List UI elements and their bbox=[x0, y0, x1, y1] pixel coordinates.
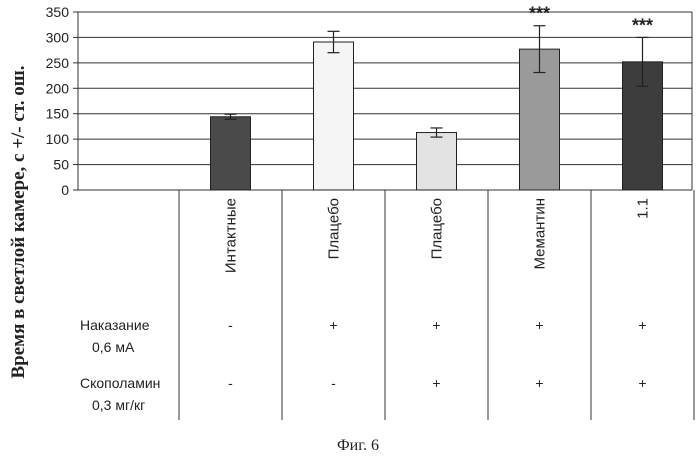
y-tick-label: 250 bbox=[46, 55, 70, 71]
y-tick-label: 50 bbox=[53, 157, 69, 173]
row-mark: + bbox=[535, 375, 543, 391]
y-axis-label: Время в светлой камере, с +/- ст. ош. bbox=[8, 65, 29, 378]
significance-label: *** bbox=[632, 15, 653, 35]
y-tick-label: 100 bbox=[46, 131, 70, 147]
row-label-unit: 0,6 мА bbox=[92, 339, 135, 355]
row-mark: - bbox=[331, 375, 336, 391]
bar bbox=[417, 133, 457, 190]
category-label: Мемантин bbox=[532, 198, 549, 269]
row-labels: Наказание 0,6 мА - + + + + Скополамин 0,3 мг/кг -… bbox=[80, 317, 647, 413]
figure-caption: Фиг. 6 bbox=[337, 437, 379, 454]
bar bbox=[314, 42, 354, 190]
y-tick-label: 350 bbox=[46, 4, 70, 20]
row-mark: - bbox=[228, 317, 233, 333]
category-label: Плацебо bbox=[429, 198, 446, 259]
row-mark: - bbox=[228, 375, 233, 391]
row-label: Наказание bbox=[80, 317, 150, 333]
error-bars bbox=[225, 26, 649, 137]
category-label: 1.1 bbox=[635, 198, 652, 219]
y-tick-label: 200 bbox=[46, 80, 70, 96]
category-label: Плацебо bbox=[326, 198, 343, 259]
row-mark: + bbox=[329, 317, 337, 333]
category-label: Интактные bbox=[223, 198, 240, 273]
y-tick-label: 150 bbox=[46, 106, 70, 122]
row-mark: + bbox=[432, 375, 440, 391]
y-tick-label: 0 bbox=[61, 182, 69, 198]
row-mark: + bbox=[638, 375, 646, 391]
gridlines bbox=[73, 12, 692, 190]
row-mark: + bbox=[638, 317, 646, 333]
row-mark: + bbox=[432, 317, 440, 333]
row-label-unit: 0,3 мг/кг bbox=[92, 397, 145, 413]
row-mark: + bbox=[535, 317, 543, 333]
significance-labels: *** *** bbox=[529, 4, 653, 36]
y-tick-label: 300 bbox=[46, 29, 70, 45]
category-labels: Интактные Плацебо Плацебо Мемантин 1.1 bbox=[223, 198, 652, 273]
row-label: Скополамин bbox=[80, 375, 160, 391]
bar bbox=[211, 117, 251, 190]
bars bbox=[211, 42, 663, 190]
significance-label: *** bbox=[529, 4, 550, 24]
y-tick-labels: 0 50 100 150 200 250 300 350 bbox=[46, 4, 70, 198]
